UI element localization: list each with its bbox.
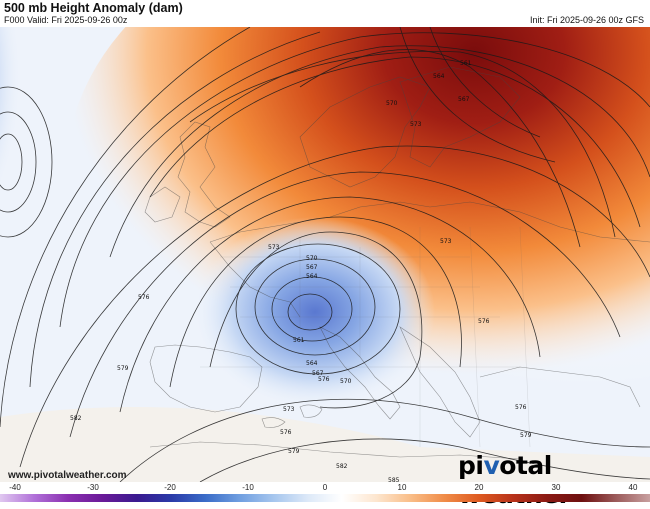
contour-label: 567 <box>458 96 470 103</box>
colorbar-tick: 40 <box>628 483 638 492</box>
contour-label: 573 <box>268 244 280 251</box>
contour-label: 582 <box>70 415 82 422</box>
contour-label: 564 <box>433 73 445 80</box>
contour-label: 579 <box>117 365 129 372</box>
contour-label: 570 <box>340 378 352 385</box>
init-time: Init: Fri 2025-09-26 00z GFS <box>529 15 644 25</box>
contour-label: 561 <box>293 337 305 344</box>
colorbar-tick: 0 <box>322 483 328 492</box>
contour-label: 573 <box>410 121 422 128</box>
colorbar-tick: -40 <box>9 483 21 492</box>
contour-label: 585 <box>388 477 400 482</box>
colorbar-tick: -20 <box>164 483 176 492</box>
contour-label: 567 <box>312 370 324 377</box>
colorbar-tick: 10 <box>397 483 407 492</box>
contour-label: 564 <box>306 273 318 280</box>
colorbar-tick: -10 <box>242 483 254 492</box>
contour-label: 576 <box>478 318 490 325</box>
contour-label: 576 <box>515 404 527 411</box>
colorbar-tick: -30 <box>87 483 99 492</box>
contour-label: 573 <box>440 238 452 245</box>
contour-label: 579 <box>520 432 532 439</box>
contour-label: 570 <box>306 255 318 262</box>
contour-label: 576 <box>318 376 330 383</box>
map-header: 500 mb Height Anomaly (dam) F000 Valid: … <box>0 0 650 27</box>
contour-label: 567 <box>306 264 318 271</box>
contour-label: 564 <box>306 360 318 367</box>
valid-time: F000 Valid: Fri 2025-09-26 00z <box>4 15 128 25</box>
colorbar-strip <box>0 494 650 502</box>
contour-label: 561 <box>460 60 472 67</box>
contour-label: 570 <box>386 100 398 107</box>
contour-labels: 561 564 567 570 573 576 579 582 585 561 … <box>70 60 532 482</box>
map-title: 500 mb Height Anomaly (dam) <box>4 1 183 15</box>
height-anomaly-map[interactable]: 561 564 567 570 573 576 579 582 585 561 … <box>0 27 650 482</box>
contour-label: 576 <box>280 429 292 436</box>
map-canvas: 561 564 567 570 573 576 579 582 585 561 … <box>0 27 650 482</box>
contour-label: 579 <box>288 448 300 455</box>
colorbar-tick: 20 <box>474 483 484 492</box>
colorbar-tick: 30 <box>551 483 561 492</box>
contour-label: 573 <box>283 406 295 413</box>
contour-label: 576 <box>138 294 150 301</box>
contour-label: 582 <box>336 463 348 470</box>
source-url[interactable]: www.pivotalweather.com <box>8 470 127 481</box>
